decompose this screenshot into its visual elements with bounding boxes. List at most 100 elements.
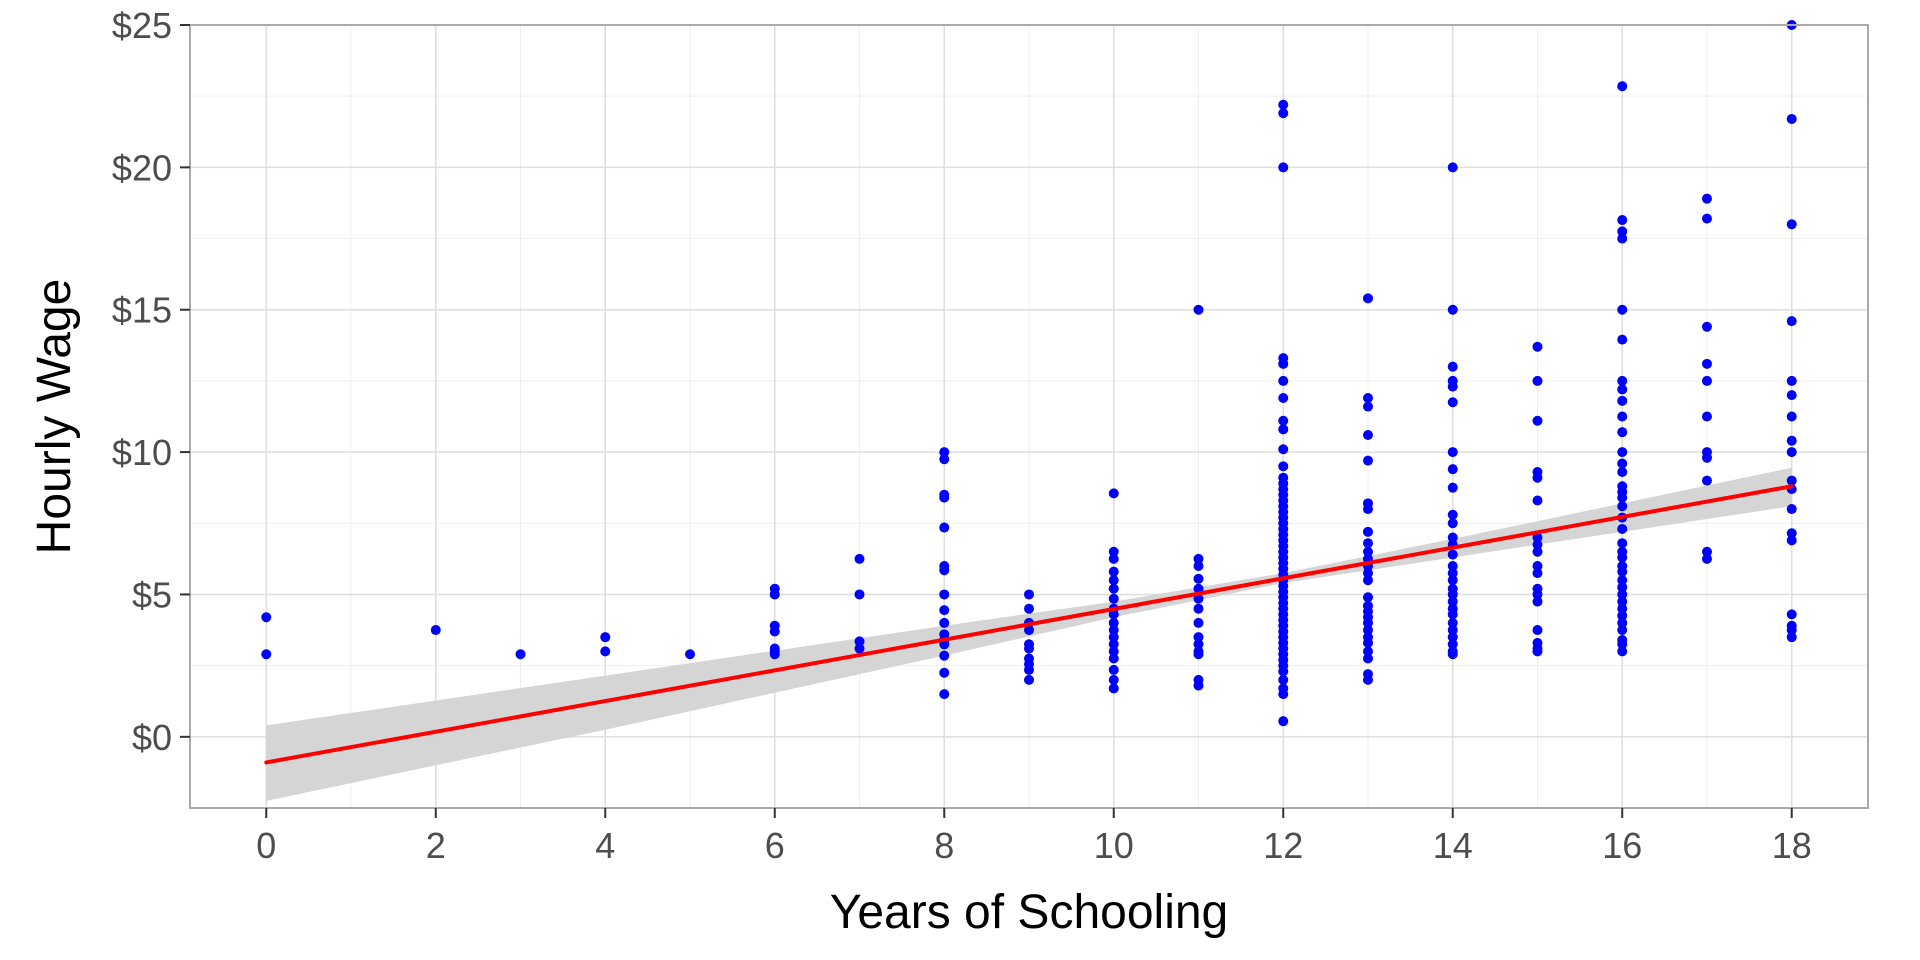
data-point (1617, 646, 1628, 657)
data-point (1617, 501, 1628, 512)
data-point (1617, 447, 1628, 458)
y-tick-label: $15 (112, 290, 172, 331)
fit-line (264, 484, 1794, 765)
data-point (1108, 683, 1119, 694)
data-point (1108, 632, 1119, 643)
data-point (1193, 593, 1204, 604)
data-point (1532, 560, 1543, 571)
data-point (1447, 625, 1458, 636)
data-point (939, 605, 950, 616)
data-point (1447, 162, 1458, 173)
data-point (939, 565, 950, 576)
data-point (1786, 435, 1797, 446)
data-point (1532, 415, 1543, 426)
data-point (1447, 617, 1458, 628)
data-point (1447, 304, 1458, 315)
data-point (600, 632, 611, 643)
data-point (854, 553, 865, 564)
data-point (1024, 674, 1034, 685)
data-point (1617, 215, 1628, 226)
data-point (1362, 546, 1373, 557)
data-point (1447, 560, 1458, 571)
data-point (1362, 568, 1373, 579)
data-point (1701, 475, 1712, 486)
data-point (1362, 392, 1373, 403)
data-point (430, 625, 441, 636)
data-point (769, 589, 780, 600)
data-point (685, 649, 696, 660)
data-point (1278, 99, 1289, 110)
data-point (1701, 411, 1712, 422)
data-point (1532, 539, 1543, 550)
data-point (1108, 553, 1119, 564)
data-point (939, 689, 950, 700)
data-point (1447, 532, 1458, 543)
data-point (1447, 464, 1458, 475)
data-point (1617, 538, 1628, 549)
minor-gridlines (190, 25, 1868, 808)
data-point (1278, 424, 1289, 435)
data-point (1362, 401, 1373, 412)
data-point (1108, 617, 1119, 628)
data-point (1617, 603, 1628, 614)
data-point (1362, 504, 1373, 515)
data-point (1786, 535, 1797, 546)
data-point (1447, 639, 1458, 650)
data-point (1617, 552, 1628, 563)
data-point (1617, 467, 1628, 478)
data-point (1278, 716, 1289, 727)
data-point (1617, 395, 1628, 406)
data-point (1786, 447, 1797, 458)
data-point (1532, 625, 1543, 636)
data-point (1447, 609, 1458, 620)
data-point (1617, 427, 1628, 438)
data-point (1786, 625, 1797, 636)
data-points-layer (261, 20, 1797, 727)
data-point (1532, 546, 1543, 557)
data-point (1532, 646, 1543, 657)
data-point (1362, 430, 1373, 441)
data-point (1786, 219, 1797, 230)
data-point (1278, 162, 1289, 173)
data-point (1278, 392, 1289, 403)
data-point (1362, 575, 1373, 586)
data-point (1617, 566, 1628, 577)
data-point (1447, 482, 1458, 493)
data-point (1786, 475, 1797, 486)
data-point (1193, 617, 1204, 628)
data-point (1362, 653, 1373, 664)
x-axis-ticks: 0 2 4 6 8 10 12 14 16 18 (256, 808, 1812, 866)
y-tick-label: $20 (112, 147, 172, 188)
data-point (1278, 444, 1289, 455)
data-point (1617, 582, 1628, 593)
data-point (1617, 492, 1628, 503)
data-point (939, 447, 950, 458)
y-tick-label: $0 (132, 717, 172, 758)
fit-line-layer (264, 484, 1794, 765)
data-point (1024, 643, 1034, 654)
data-point (1278, 358, 1289, 369)
data-point (1701, 358, 1712, 369)
data-point (939, 667, 950, 678)
x-axis-title: Years of Schooling (830, 886, 1229, 939)
data-point (1193, 649, 1204, 660)
data-point (1024, 603, 1034, 614)
plot-frame (189, 24, 1869, 809)
data-point (1108, 664, 1119, 675)
x-tick-label: 12 (1263, 825, 1303, 866)
data-point (1278, 461, 1289, 472)
data-point (1617, 610, 1628, 621)
data-point (1278, 108, 1289, 119)
data-point (1532, 375, 1543, 386)
data-point (1108, 646, 1119, 657)
data-point (1108, 566, 1119, 577)
data-point (1278, 689, 1289, 700)
data-point (1532, 568, 1543, 579)
data-point (1108, 609, 1119, 620)
data-point (1362, 293, 1373, 304)
data-point (1701, 375, 1712, 386)
data-point (1193, 680, 1204, 691)
data-point (1362, 538, 1373, 549)
data-point (1362, 637, 1373, 648)
x-tick-label: 0 (256, 825, 276, 866)
